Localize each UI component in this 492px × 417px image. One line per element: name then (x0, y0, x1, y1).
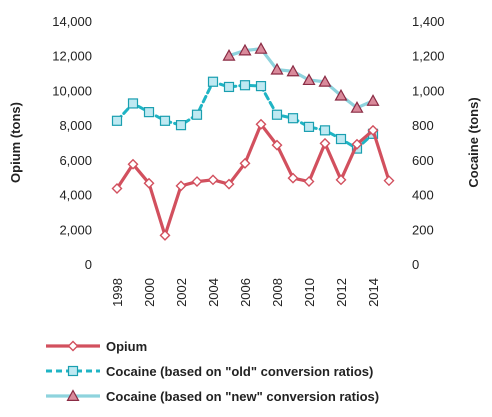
cocaine-old-data-point (191, 109, 203, 120)
legend-item-0: Opium (46, 339, 147, 354)
x-tick-label: 2010 (302, 278, 317, 307)
cocaine-old-data-point (287, 113, 299, 124)
y-left-tick-label: 12,000 (52, 49, 92, 64)
legend: Opium Cocaine (based on "old" conversion … (46, 339, 379, 404)
cocaine-new-data-point (334, 88, 348, 101)
x-tick-label: 2012 (334, 278, 349, 307)
y-right-tick-label: 1,400 (412, 14, 445, 29)
opium-data-point (143, 177, 155, 189)
opium-data-point (111, 183, 123, 194)
opium-data-point (159, 229, 171, 241)
cocaine-old-data-point (143, 107, 155, 118)
opium-data-point (367, 124, 379, 136)
cocaine-old-data-point (67, 365, 79, 377)
cocaine-old-data-point (271, 109, 283, 120)
series-2 (222, 42, 380, 113)
opium-data-point (67, 340, 79, 352)
opium-data-point (335, 174, 347, 186)
y-left-tick-label: 10,000 (52, 83, 92, 98)
opium-data-point (287, 172, 299, 184)
y-left-axis-title: Opium (tons) (8, 102, 23, 183)
cocaine-old-data-point (127, 98, 139, 109)
cocaine-old-data-point (335, 133, 347, 145)
y-right-tick-label: 1,000 (412, 83, 445, 98)
y-right-tick-label: 0 (412, 257, 419, 272)
opium-data-point (223, 178, 235, 190)
opium-data-point (383, 175, 395, 187)
series-line-2 (227, 47, 375, 110)
legend-label: Opium (106, 339, 147, 354)
cocaine-new-data-point (270, 62, 284, 75)
cocaine-new-data-point (238, 43, 252, 56)
y-right-tick-label: 800 (412, 118, 434, 133)
cocaine-old-data-point (175, 120, 187, 131)
legend-item-1: Cocaine (based on "old" conversion ratio… (46, 364, 373, 379)
cocaine-old-data-point (207, 76, 219, 87)
cocaine-old-data-point (159, 115, 171, 126)
x-tick-label: 2006 (238, 278, 253, 307)
y-left-tick-label: 2,000 (59, 222, 92, 237)
series-0 (111, 118, 395, 241)
y-left-tick-label: 14,000 (52, 14, 92, 29)
cocaine-new-data-point (66, 389, 80, 401)
series-line-0 (115, 122, 391, 237)
x-tick-label: 2000 (142, 278, 157, 307)
opium-data-point (303, 176, 315, 188)
cocaine-new-data-point (222, 48, 236, 61)
cocaine-new-data-point (318, 75, 332, 87)
axes-layer: 0 2,000 4,000 6,000 8,000 10,000 12,000 14,000 0… (8, 14, 481, 307)
x-tick-label: 2004 (206, 278, 221, 307)
cocaine-old-data-point (223, 81, 235, 93)
opium-data-point (175, 180, 187, 192)
cocaine-new-data-point (254, 42, 268, 54)
opium-data-point (319, 137, 331, 149)
cocaine-new-data-point (350, 101, 364, 113)
cocaine-old-data-point (319, 125, 331, 136)
y-right-axis-title: Cocaine (tons) (466, 97, 481, 187)
opium-data-point (255, 118, 267, 130)
cocaine-old-data-point (239, 80, 251, 91)
opium-data-point (239, 157, 251, 169)
y-left-tick-label: 0 (85, 257, 92, 272)
legend-label: Cocaine (based on "old" conversion ratio… (106, 364, 373, 379)
x-tick-label: 2014 (366, 278, 381, 307)
x-tick-label: 2002 (174, 278, 189, 307)
opium-data-point (207, 174, 219, 186)
cocaine-new-data-point (302, 73, 316, 86)
y-right-tick-label: 400 (412, 188, 434, 203)
cocaine-new-data-point (286, 64, 300, 77)
cocaine-old-data-point (303, 121, 315, 132)
opium-data-point (127, 158, 139, 170)
cocaine-new-data-point (366, 94, 380, 106)
cocaine-old-data-point (111, 115, 123, 126)
y-left-tick-label: 6,000 (59, 153, 92, 168)
y-right-tick-label: 200 (412, 222, 434, 237)
cocaine-old-data-point (255, 80, 267, 92)
x-tick-label: 2008 (270, 278, 285, 307)
opium-data-point (191, 176, 203, 188)
series-layer (111, 42, 395, 241)
x-tick-label: 1998 (110, 278, 125, 307)
y-right-tick-label: 1,200 (412, 49, 445, 64)
y-right-tick-label: 600 (412, 153, 434, 168)
opium-data-point (271, 139, 283, 151)
legend-label: Cocaine (based on "new" conversion ratio… (106, 389, 379, 404)
opium-data-point (351, 138, 363, 150)
y-left-tick-label: 4,000 (59, 188, 92, 203)
y-left-tick-label: 8,000 (59, 118, 92, 133)
series-1 (111, 76, 379, 154)
legend-item-2: Cocaine (based on "new" conversion ratio… (46, 389, 379, 404)
